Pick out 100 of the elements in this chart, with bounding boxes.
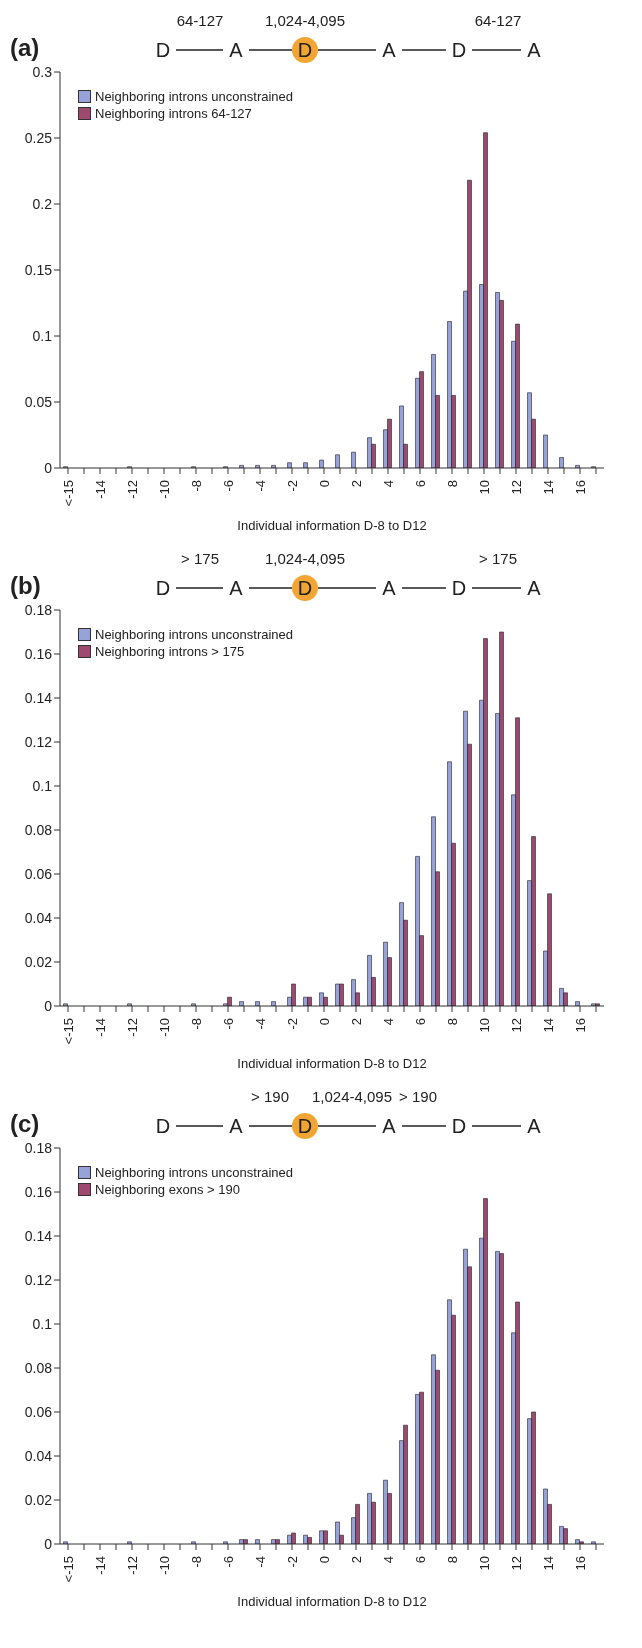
x-tick-label: -4 xyxy=(252,1556,268,1568)
x-tick-label: -12 xyxy=(124,1018,140,1037)
y-tick-label: 0.15 xyxy=(24,261,53,278)
x-tick-label: 6 xyxy=(412,1556,428,1564)
x-tick-label: 2 xyxy=(348,1018,364,1026)
x-tick-label: -8 xyxy=(188,1556,204,1568)
x-tick-label: -6 xyxy=(220,480,236,492)
chart-title: (b) xyxy=(10,572,41,599)
chart-title: (c) xyxy=(10,1110,40,1137)
x-tick-label: 6 xyxy=(412,1018,428,1026)
x-axis-title: Individual information D-8 to D12 xyxy=(237,1594,427,1609)
text: > 175 xyxy=(479,550,517,567)
y-tick-label: 0 xyxy=(44,459,53,476)
y-tick-label: 0.1 xyxy=(32,1315,53,1332)
text: > 175 xyxy=(181,550,219,567)
y-tick-label: 0.1 xyxy=(32,327,53,344)
x-tick-label: 4 xyxy=(380,480,396,488)
text: A xyxy=(527,39,542,61)
text: A xyxy=(229,1115,244,1137)
x-tick-label: <-15 xyxy=(60,480,76,507)
text: > 190 xyxy=(399,1088,437,1105)
text: A xyxy=(382,577,397,599)
y-tick-label: 0.16 xyxy=(24,645,53,662)
text: A xyxy=(229,577,244,599)
legend-label: Neighboring introns unconstrained xyxy=(95,626,294,643)
x-tick-label: 14 xyxy=(540,480,556,495)
x-tick-label: -8 xyxy=(188,1018,204,1030)
x-tick-label: -14 xyxy=(92,480,108,499)
x-tick-label: 10 xyxy=(476,480,492,495)
x-tick-label: -4 xyxy=(252,480,268,492)
text: A xyxy=(382,39,397,61)
text: D xyxy=(155,577,171,599)
x-tick-label: 8 xyxy=(444,1556,460,1564)
x-tick-label: 16 xyxy=(572,1556,588,1571)
x-tick-label: <-15 xyxy=(60,1018,76,1045)
x-tick-label: 12 xyxy=(508,1556,524,1571)
y-tick-label: 0.14 xyxy=(24,689,53,706)
text: 64-127 xyxy=(474,12,522,29)
x-tick-label: -14 xyxy=(92,1018,108,1037)
x-tick-label: 0 xyxy=(316,480,332,488)
text: 1,024-4,095 xyxy=(311,1088,393,1105)
x-axis-title: Individual information D-8 to D12 xyxy=(237,1056,427,1071)
text: D xyxy=(155,1115,171,1137)
y-tick-label: 0 xyxy=(44,997,53,1014)
x-tick-label: 10 xyxy=(476,1556,492,1571)
text: A xyxy=(229,39,244,61)
text: D xyxy=(451,1115,467,1137)
x-axis-title: Individual information D-8 to D12 xyxy=(237,518,427,533)
x-tick-label: -12 xyxy=(124,1556,140,1575)
text: D xyxy=(297,39,313,61)
x-tick-label: 0 xyxy=(316,1556,332,1564)
y-tick-label: 0.08 xyxy=(24,821,53,838)
text: D xyxy=(155,39,171,61)
x-tick-label: 2 xyxy=(348,480,364,488)
text: D xyxy=(297,1115,313,1137)
x-tick-label: -10 xyxy=(156,480,172,499)
x-tick-label: 6 xyxy=(412,480,428,488)
legend-label: Neighboring introns unconstrained xyxy=(95,1164,294,1181)
x-tick-label: 10 xyxy=(476,1018,492,1033)
x-tick-label: 8 xyxy=(444,1018,460,1026)
x-tick-label: -4 xyxy=(252,1018,268,1030)
x-tick-label: -6 xyxy=(220,1018,236,1030)
y-tick-label: 0.2 xyxy=(32,195,53,212)
x-tick-label: 16 xyxy=(572,480,588,495)
x-tick-label: -2 xyxy=(284,480,300,492)
text: D xyxy=(451,39,467,61)
x-tick-label: 0 xyxy=(316,1018,332,1026)
text: A xyxy=(527,1115,542,1137)
x-tick-label: 16 xyxy=(572,1018,588,1033)
legend-label: Neighboring introns 64-127 xyxy=(95,105,252,122)
legend-label: Neighboring exons > 190 xyxy=(95,1181,240,1198)
x-tick-label: <-15 xyxy=(60,1556,76,1583)
text: A xyxy=(382,1115,397,1137)
y-tick-label: 0.18 xyxy=(24,601,53,618)
x-tick-label: -12 xyxy=(124,480,140,499)
x-tick-label: -8 xyxy=(188,480,204,492)
chart-title: (a) xyxy=(10,34,40,61)
x-tick-label: 12 xyxy=(508,480,524,495)
x-tick-label: -10 xyxy=(156,1018,172,1037)
y-tick-label: 0 xyxy=(44,1535,53,1552)
x-tick-label: 4 xyxy=(380,1556,396,1564)
x-tick-label: -2 xyxy=(284,1556,300,1568)
legend-label: Neighboring introns > 175 xyxy=(95,643,245,660)
y-tick-label: 0.04 xyxy=(24,1447,53,1464)
y-tick-label: 0.06 xyxy=(24,1403,53,1420)
y-tick-label: 0.25 xyxy=(24,129,53,146)
x-tick-label: 2 xyxy=(348,1556,364,1564)
y-tick-label: 0.12 xyxy=(24,1271,53,1288)
text: D xyxy=(451,577,467,599)
legend-label: Neighboring introns unconstrained xyxy=(95,88,294,105)
y-tick-label: 0.02 xyxy=(24,1491,53,1508)
y-tick-label: 0.12 xyxy=(24,733,53,750)
y-tick-label: 0.1 xyxy=(32,777,53,794)
text: A xyxy=(527,577,542,599)
y-tick-label: 0.3 xyxy=(32,63,53,80)
y-tick-label: 0.04 xyxy=(24,909,53,926)
x-tick-label: 4 xyxy=(380,1018,396,1026)
y-tick-label: 0.08 xyxy=(24,1359,53,1376)
y-tick-label: 0.16 xyxy=(24,1183,53,1200)
x-tick-label: -14 xyxy=(92,1556,108,1575)
